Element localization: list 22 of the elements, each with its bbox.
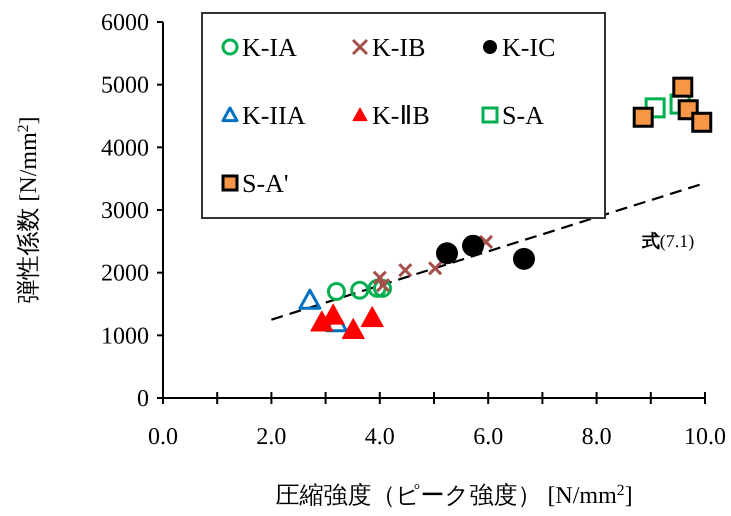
y-tick-label: 3000 [101,198,149,224]
x-tick-label: 10.0 [684,424,726,450]
legend-label: S-A [502,101,544,130]
y-tick-label: 5000 [101,72,149,99]
x-tick-label: 8.0 [582,424,612,450]
legend-label: K-IB [372,33,426,62]
x-tick-label: 0.0 [148,424,178,450]
x-axis-title: 圧縮強度（ピーク強度） [N/mm$^{2}$] [275,482,633,509]
annotation: 式(7.1) [640,231,694,252]
legend-label: K-IC [502,33,556,62]
y-tick-label: 0 [137,386,149,412]
y-tick-label: 4000 [101,135,149,162]
y-tick-label: 6000 [101,10,149,36]
y-tick-label: 1000 [101,323,149,350]
x-tick-label: 2.0 [256,424,286,450]
x-tick-label: 4.0 [364,424,395,450]
legend-label: K-IA [242,33,298,62]
legend-label: S-A' [242,169,289,198]
x-tick-label: 6.0 [473,424,504,450]
legend-label: K-IIA [242,101,306,130]
y-tick-label: 2000 [101,260,149,287]
legend-label: K-ⅡB [372,101,430,130]
